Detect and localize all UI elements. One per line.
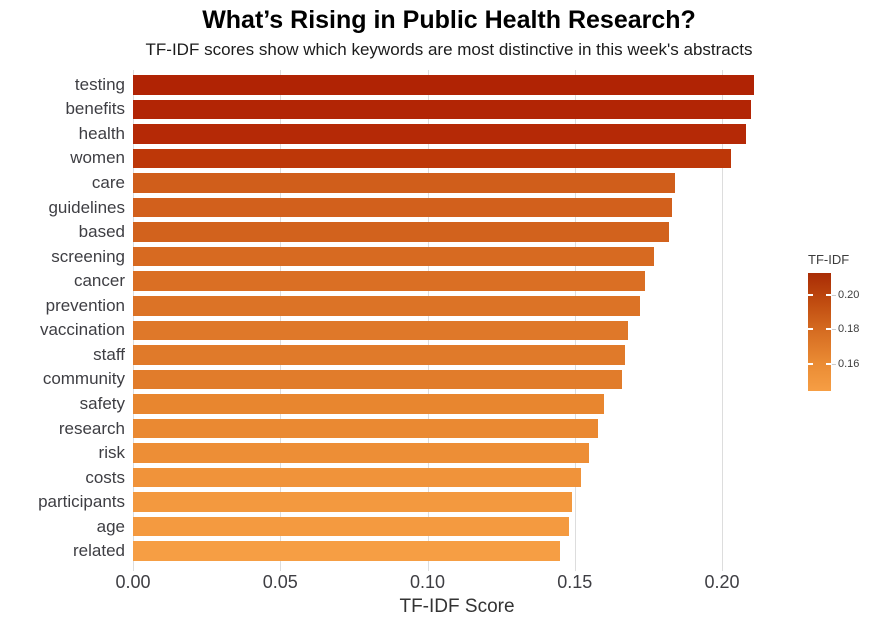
gridline [722,70,723,566]
x-tick-label: 0.00 [115,572,151,592]
legend-gradient [808,273,831,391]
category-label-staff: staff [93,344,125,364]
category-label-women: women [70,148,125,168]
category-label-age: age [96,516,125,536]
x-tick-label: 0.20 [704,572,740,592]
bar-guidelines [133,197,672,218]
x-tick-mark [574,566,576,571]
legend-title: TF-IDF [808,252,850,267]
bar-related [133,541,561,562]
bar-research [133,418,599,439]
x-tick-mark [427,566,429,571]
category-label-community: community [42,369,125,389]
x-tick-label: 0.15 [557,572,593,592]
gridline [133,70,134,566]
bar-care [133,173,675,193]
legend-tick [826,363,831,366]
bar-community [133,369,622,390]
category-label-health: health [78,123,125,143]
category-label-participants: participants [38,492,125,512]
legend-tick [808,293,813,296]
legend-tick-outer [832,329,836,331]
bar-based [133,222,669,242]
bar-cancer [133,271,646,291]
gridline [574,70,576,566]
category-label-costs: costs [85,467,125,487]
legend-tick-label: 0.18 [838,323,860,336]
bar-participants [133,492,572,512]
x-tick-label: 0.05 [262,572,298,592]
bar-testing [133,75,755,95]
legend-tick-outer [832,294,836,296]
x-tick-mark [133,566,134,571]
legend-tick [826,293,831,296]
gridline [280,70,282,566]
x-tick-mark [280,566,282,571]
category-label-research: research [58,418,125,438]
category-label-based: based [78,222,125,242]
chart-title: What’s Rising in Public Health Research? [202,6,696,34]
bar-staff [133,345,625,365]
legend-tick-outer [832,364,836,366]
legend-tick [808,328,813,331]
category-label-safety: safety [79,393,125,413]
category-label-vaccination: vaccination [39,320,125,340]
bar-vaccination [133,320,628,341]
bar-screening [133,246,655,267]
gridline [427,70,429,566]
bar-benefits [133,99,752,120]
legend-tick [826,328,831,331]
bar-risk [133,443,590,463]
legend-tick-label: 0.20 [838,288,860,301]
category-label-benefits: benefits [65,99,125,119]
legend-tick-label: 0.16 [838,358,860,371]
x-axis-title: TF-IDF Score [399,596,515,617]
bar-safety [133,394,605,414]
category-label-screening: screening [51,246,125,266]
chart-subtitle: TF-IDF scores show which keywords are mo… [145,40,753,59]
category-label-risk: risk [98,443,125,463]
category-label-related: related [73,541,125,561]
legend-tick [808,363,813,366]
bar-health [133,124,746,144]
bar-costs [133,467,581,488]
x-tick-label: 0.10 [409,572,446,592]
bar-age [133,516,569,537]
category-label-care: care [91,173,125,192]
category-label-testing: testing [74,74,125,94]
bar-prevention [133,295,640,316]
category-label-guidelines: guidelines [48,197,125,217]
bar-women [133,148,731,169]
category-label-cancer: cancer [73,271,125,291]
x-tick-mark [722,566,723,571]
category-label-prevention: prevention [45,295,125,315]
plot-area [133,70,781,566]
